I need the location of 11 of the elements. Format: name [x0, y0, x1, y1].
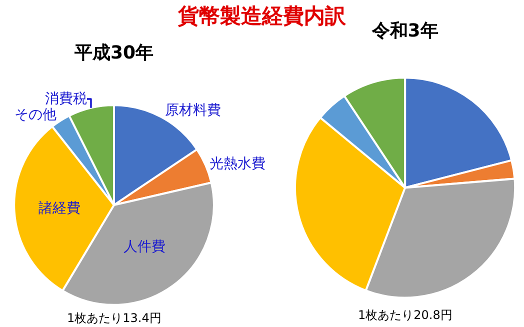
chart-title: 令和3年	[370, 20, 438, 42]
slice-label: 消費税	[44, 90, 87, 107]
slice-label: 人件費	[124, 239, 166, 256]
slice-label: その他	[14, 106, 56, 123]
chart-subtitle: 平成30年	[73, 42, 154, 64]
slice-label: 光熱水費	[210, 156, 266, 172]
text: 1枚あたり13.4円	[67, 311, 162, 325]
chart-title: 貨幣製造経費内訳	[178, 4, 346, 28]
slice-label: 原材料費	[165, 102, 222, 119]
slice-label: 諸経費	[38, 200, 80, 216]
text: 1枚あたり20.8円	[358, 308, 452, 322]
